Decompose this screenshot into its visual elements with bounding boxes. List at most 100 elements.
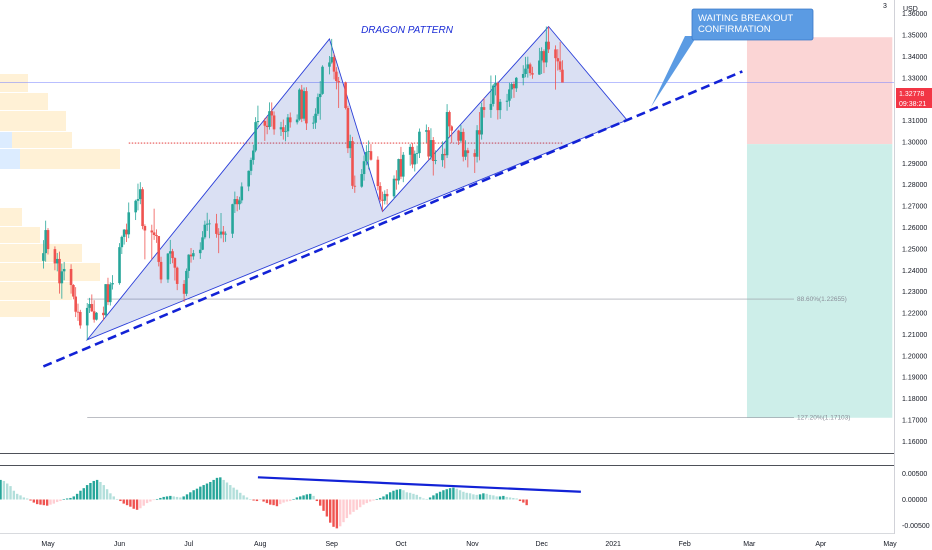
candle-body xyxy=(55,258,59,264)
candle-body xyxy=(376,159,380,187)
dragon-pattern-shape xyxy=(85,25,628,341)
candle-body xyxy=(508,89,511,101)
candle-body xyxy=(157,236,161,262)
time-tick-label: Feb xyxy=(679,541,691,548)
scale-menu-icon[interactable]: 3 xyxy=(883,3,887,10)
candle-body xyxy=(92,311,96,320)
currency-label: USD xyxy=(903,6,918,13)
histogram-bar xyxy=(185,494,189,500)
histogram-bar xyxy=(199,486,202,500)
histogram-bar xyxy=(102,485,105,500)
histogram-bar xyxy=(508,497,512,500)
candle-body xyxy=(461,131,465,157)
candle-body xyxy=(203,224,207,238)
candle-body xyxy=(217,233,221,235)
candle-body xyxy=(187,254,191,271)
breakout-callout[interactable]: WAITING BREAKOUT CONFIRMATION xyxy=(651,8,814,107)
time-tick-label: 2021 xyxy=(605,541,621,548)
price-tick-label: 1.35000 xyxy=(902,33,927,40)
candle-body xyxy=(155,234,158,237)
price-axis[interactable]: 1.360001.350001.340001.330001.320001.310… xyxy=(902,11,927,446)
candle-body xyxy=(270,111,274,116)
histogram-bar xyxy=(388,492,392,500)
candle-body xyxy=(360,174,364,187)
candle-body xyxy=(118,247,121,284)
histogram-bar xyxy=(329,499,332,523)
candle-body xyxy=(425,130,428,132)
price-tick-label: 1.16000 xyxy=(902,439,927,446)
candle-body xyxy=(561,69,564,83)
candle-body xyxy=(448,112,451,127)
candle-body xyxy=(540,51,543,61)
histogram-bar xyxy=(322,499,325,511)
histogram-bar xyxy=(99,481,102,500)
candle-body xyxy=(295,119,299,123)
time-axis[interactable]: May Jun Jul Aug Sep Oct Nov Dec 2021 Feb Mar Apr May xyxy=(41,541,897,548)
candle-body xyxy=(434,160,437,162)
candle-body xyxy=(544,41,548,63)
histogram-bar xyxy=(372,499,375,501)
histogram-bar xyxy=(432,495,435,500)
histogram-bar xyxy=(338,499,342,527)
time-tick-label: Jun xyxy=(114,541,125,548)
candle-body xyxy=(480,107,483,135)
candle-body xyxy=(353,185,357,187)
candle-body xyxy=(143,226,147,231)
candle-body xyxy=(150,230,154,233)
candle-body xyxy=(62,268,66,272)
histogram-bar xyxy=(5,483,9,500)
histogram-bar xyxy=(55,499,59,503)
histogram-bar xyxy=(492,495,495,500)
indicator-axis[interactable]: 0.00500 0.00000 -0.00500 xyxy=(902,471,930,530)
candle-body xyxy=(208,223,211,225)
candle-body xyxy=(538,60,541,75)
histogram-bar xyxy=(485,493,488,500)
histogram-bar xyxy=(249,498,252,500)
price-tick-label: 1.20000 xyxy=(902,353,927,360)
histogram-bar xyxy=(309,493,312,500)
candle-body xyxy=(305,91,308,124)
histogram-bar xyxy=(25,498,29,500)
candle-body xyxy=(362,161,366,175)
fib-level-label: 88.60%(1.22655) xyxy=(797,296,847,303)
histogram-bar xyxy=(465,492,468,500)
time-tick-label: Sep xyxy=(326,541,339,548)
candle-body xyxy=(106,284,110,303)
candle-body xyxy=(478,130,481,135)
candle-body xyxy=(222,231,225,235)
candle-body xyxy=(120,236,124,248)
candle-body xyxy=(166,253,170,280)
dashed-support-trendline[interactable] xyxy=(42,70,743,368)
candle-body xyxy=(526,64,530,69)
histogram-bar xyxy=(285,499,289,502)
candle-body xyxy=(233,199,237,205)
oscillator-histogram xyxy=(0,477,528,529)
histogram-bar xyxy=(72,496,75,500)
histogram-bar xyxy=(59,499,62,502)
candle-body xyxy=(231,204,234,234)
time-tick-label: Mar xyxy=(743,541,756,548)
candle-body xyxy=(482,107,486,110)
histogram-bar xyxy=(245,497,249,500)
histogram-bar xyxy=(425,498,428,500)
histogram-bar xyxy=(89,483,92,500)
candle-body xyxy=(235,199,239,205)
indicator-tick-label: -0.00500 xyxy=(902,523,930,530)
candle-body xyxy=(122,229,126,237)
oscillator-divergence-line xyxy=(257,476,581,493)
histogram-bar xyxy=(85,485,89,500)
candle-body xyxy=(498,101,502,111)
histogram-bar xyxy=(392,490,395,500)
histogram-bar xyxy=(319,499,322,506)
histogram-bar xyxy=(472,494,475,500)
candle-body xyxy=(528,64,532,74)
candle-body xyxy=(268,111,271,128)
candle-body xyxy=(554,49,557,59)
candle-body xyxy=(494,82,497,86)
histogram-bar xyxy=(219,477,222,500)
histogram-bar xyxy=(428,497,432,500)
histogram-bar xyxy=(9,486,12,500)
histogram-bar xyxy=(232,487,235,500)
histogram-bar xyxy=(525,499,528,506)
